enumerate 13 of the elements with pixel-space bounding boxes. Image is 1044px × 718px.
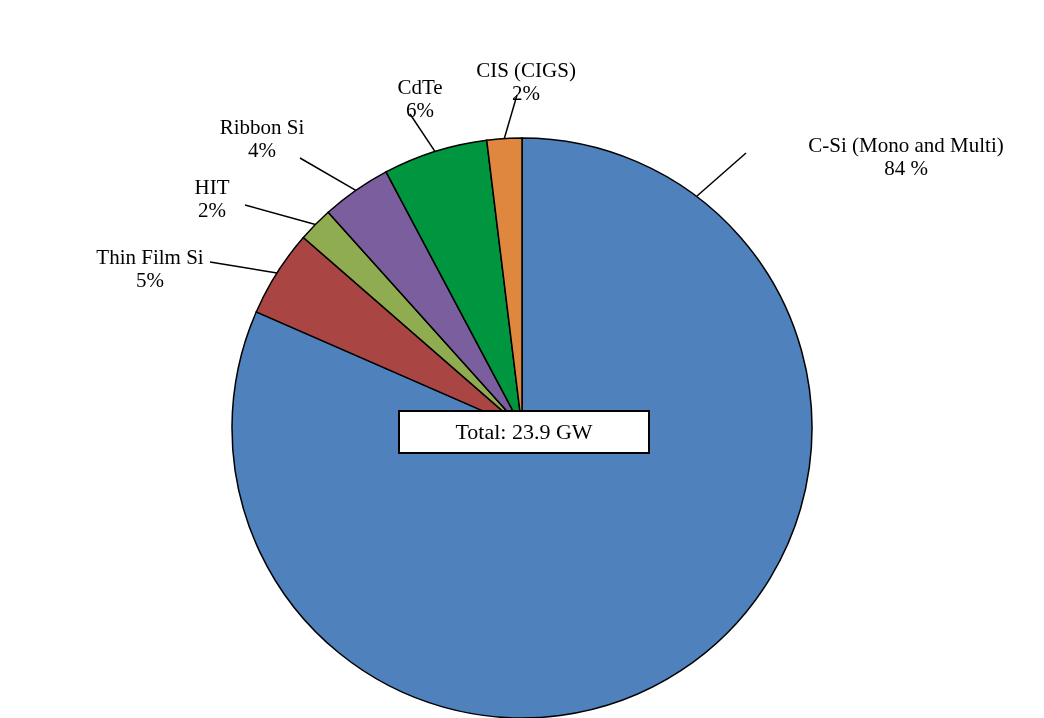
text: Total: 23.9 GW <box>398 410 650 454</box>
data-label: 2% <box>512 81 540 105</box>
data-label: 6% <box>406 98 434 122</box>
slice-label: C-Si (Mono and Multi) <box>808 133 1004 157</box>
slice-label: CdTe <box>397 75 443 99</box>
data-label: 5% <box>136 268 164 292</box>
slice-label: Ribbon Si <box>219 115 305 139</box>
data-label: 84 % <box>884 156 928 180</box>
data-label: 2% <box>198 198 226 222</box>
slice-label: HIT <box>194 175 230 199</box>
data-label: 4% <box>248 138 276 162</box>
slice-label: CIS (CIGS) <box>476 58 576 82</box>
slice-label: Thin Film Si <box>96 245 204 269</box>
